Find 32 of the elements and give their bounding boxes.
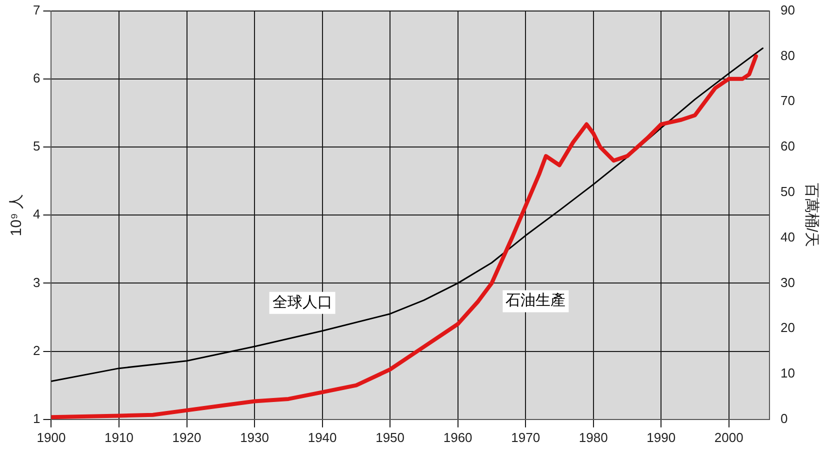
x-tick-label: 1920 <box>172 430 202 445</box>
y2-tick-label: 50 <box>780 184 796 199</box>
y-tick-label: 1 <box>32 410 40 426</box>
x-tick-label: 1940 <box>308 430 337 445</box>
y-tick-label: 3 <box>32 274 40 290</box>
x-tick-label: 1990 <box>646 430 676 445</box>
x-tick-label: 1950 <box>376 430 405 445</box>
y2-tick-label: 80 <box>780 48 796 63</box>
x-tick-label: 1910 <box>104 430 134 445</box>
x-tick-label: 1900 <box>36 430 66 445</box>
y2-tick-label: 10 <box>780 366 796 381</box>
y2-tick-label: 0 <box>780 410 788 426</box>
y-tick-label: 4 <box>32 206 40 222</box>
y2-tick-label: 90 <box>780 2 796 18</box>
y2-tick-label: 40 <box>780 229 796 244</box>
x-tick-label: 1930 <box>240 430 269 445</box>
y2-axis-title: 百萬桶/天 <box>802 183 820 248</box>
y2-tick-label: 20 <box>780 320 796 336</box>
y-tick-label: 5 <box>32 138 40 154</box>
x-tick-label: 1960 <box>443 430 472 445</box>
y-tick-label: 2 <box>32 342 40 358</box>
x-tick-label: 1970 <box>511 430 540 445</box>
series-label: 全球人口 <box>272 292 332 311</box>
y2-tick-label: 70 <box>780 93 796 108</box>
series-label: 石油生產 <box>506 291 566 310</box>
x-tick-label: 1980 <box>578 430 608 445</box>
y-axis-title: 10⁹ 人 <box>8 194 26 236</box>
y2-tick-label: 30 <box>780 274 796 290</box>
y2-tick-label: 60 <box>780 138 796 154</box>
y-tick-label: 6 <box>32 70 40 86</box>
y-tick-label: 7 <box>32 2 40 18</box>
x-tick-label: 2000 <box>714 430 744 445</box>
